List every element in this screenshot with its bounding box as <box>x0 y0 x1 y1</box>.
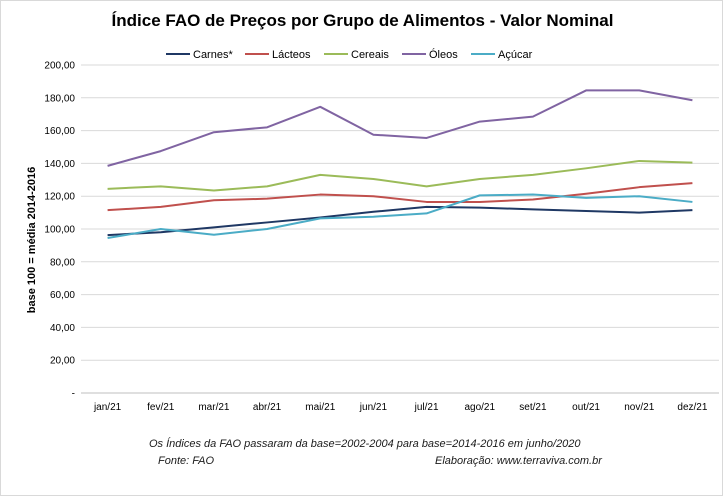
y-tick-label: 120,00 <box>44 192 75 203</box>
series-line <box>107 193 693 240</box>
chart-title: Índice FAO de Preços por Grupo de Alimen… <box>111 11 614 30</box>
x-tick-label: jan/21 <box>93 402 122 413</box>
y-tick-label: 160,00 <box>44 126 75 137</box>
series-line <box>107 182 693 212</box>
y-tick-label: 80,00 <box>50 257 75 268</box>
y-axis-label: base 100 = média 2014-2016 <box>26 167 38 313</box>
y-tick-label: 140,00 <box>44 159 75 170</box>
series-line <box>107 205 693 237</box>
y-tick-label: 180,00 <box>44 93 75 104</box>
x-tick-label: mar/21 <box>198 402 230 413</box>
legend-label: Carnes* <box>193 49 233 61</box>
base-note: Os Índices da FAO passaram da base=2002-… <box>149 438 581 450</box>
y-tick-label: 200,00 <box>44 61 75 72</box>
x-tick-label: ago/21 <box>464 402 495 413</box>
legend-label: Cereais <box>351 49 389 61</box>
y-tick-label: - <box>72 389 75 400</box>
series-lines <box>107 89 693 240</box>
y-axis-ticks: - 20,00 40,00 60,00 80,00 100,00 120,00 140,00 1… <box>44 61 75 400</box>
y-tick-label: 20,00 <box>50 356 75 367</box>
x-tick-label: fev/21 <box>147 402 175 413</box>
x-tick-label: jul/21 <box>414 402 439 413</box>
x-tick-label: set/21 <box>519 402 547 413</box>
legend-label: Lácteos <box>272 49 311 61</box>
x-axis-ticks: jan/21 fev/21 mar/21 abr/21 mai/21 jun/21 jul/… <box>93 402 708 413</box>
credit-note: Elaboração: www.terraviva.com.br <box>435 455 602 467</box>
x-tick-label: jun/21 <box>359 402 388 413</box>
legend-label: Óleos <box>429 48 458 61</box>
x-tick-label: mai/21 <box>305 402 335 413</box>
x-tick-label: nov/21 <box>624 402 654 413</box>
legend-label: Açúcar <box>498 49 533 61</box>
source-note: Fonte: FAO <box>158 455 215 467</box>
x-tick-label: out/21 <box>572 402 600 413</box>
series-line <box>107 89 693 167</box>
y-tick-label: 40,00 <box>50 323 75 334</box>
series-line <box>107 159 693 192</box>
x-tick-label: dez/21 <box>677 402 707 413</box>
gridlines <box>81 64 719 394</box>
y-tick-label: 100,00 <box>44 225 75 236</box>
x-tick-label: abr/21 <box>253 402 282 413</box>
legend: Carnes* Lácteos Cereais Óleos Açúcar <box>166 48 533 61</box>
y-tick-label: 60,00 <box>50 290 75 301</box>
